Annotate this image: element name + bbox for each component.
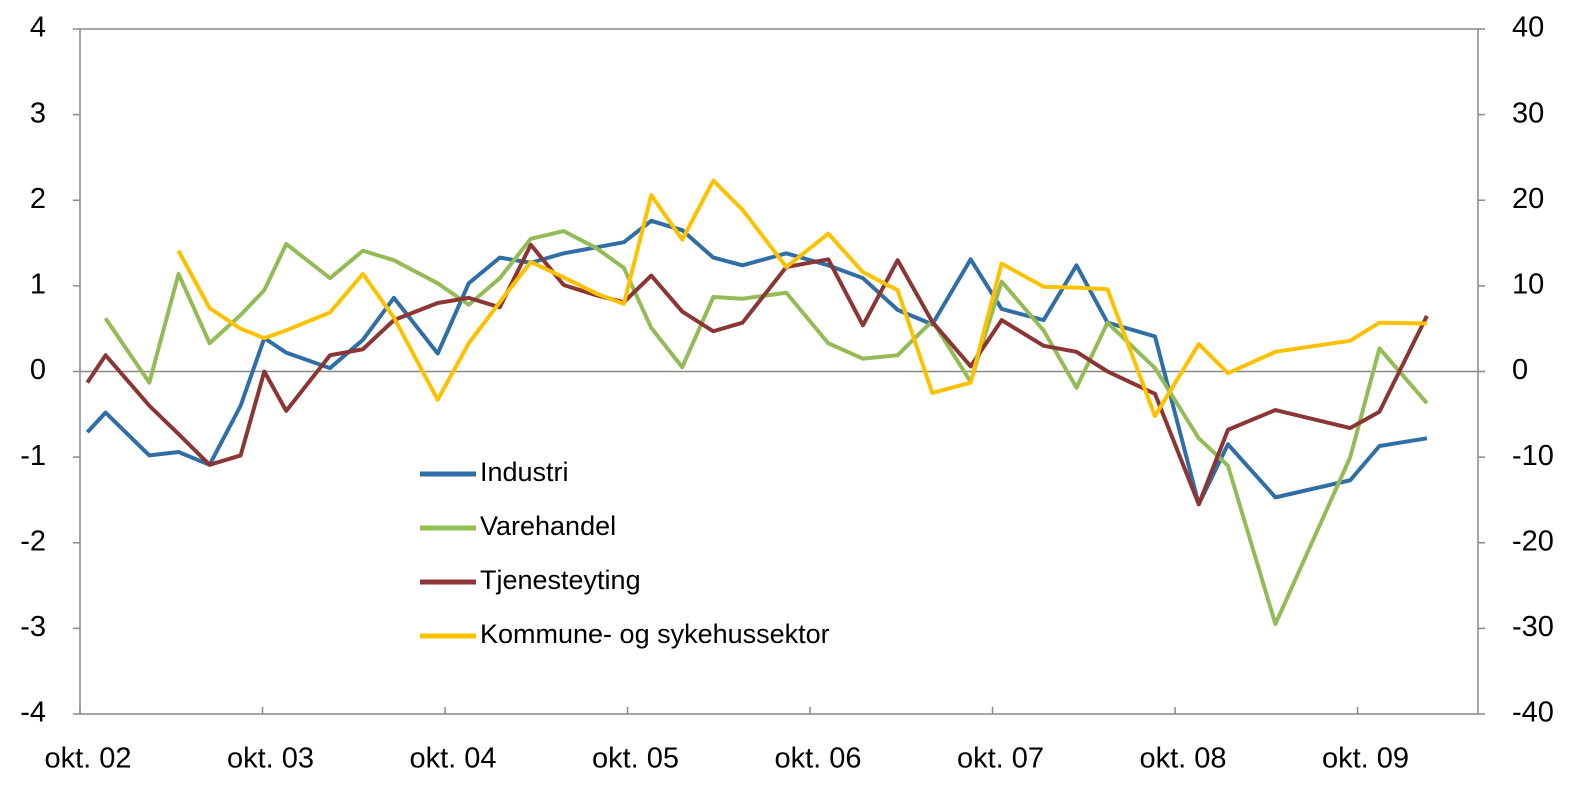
y2-tick-label: 10 (1512, 269, 1544, 301)
y2-tick-label: 20 (1512, 183, 1544, 215)
x-tick-label: okt. 06 (774, 743, 861, 775)
y2-tick-label: 40 (1512, 12, 1544, 44)
y2-tick-label: -30 (1512, 611, 1554, 643)
series-line (176, 178, 1427, 419)
y-tick-label: 1 (30, 269, 46, 301)
x-tick-label: okt. 09 (1322, 743, 1409, 775)
x-tick-label: okt. 03 (227, 743, 314, 775)
y-tick-label: -3 (20, 611, 46, 643)
y2-tick-label: -10 (1512, 440, 1554, 472)
y2-tick-label: 30 (1512, 97, 1544, 129)
y-tick-label: 3 (30, 97, 46, 129)
y-tick-label: -1 (20, 440, 46, 472)
y-tick-label: 0 (30, 354, 46, 386)
y-tick-label: -4 (20, 697, 46, 729)
x-tick-label: okt. 05 (592, 743, 679, 775)
y2-tick-label: -20 (1512, 525, 1554, 557)
series-line (85, 242, 1429, 507)
legend-label: Varehandel (480, 511, 616, 541)
x-tick-label: okt. 08 (1140, 743, 1227, 775)
legend-label: Tjenesteyting (480, 565, 641, 595)
y2-tick-label: 0 (1512, 354, 1528, 386)
y2-tick-label: -40 (1512, 697, 1554, 729)
x-tick-label: okt. 02 (44, 743, 131, 775)
series-line (103, 229, 1429, 627)
x-tick-label: okt. 04 (409, 743, 496, 775)
y-tick-label: -2 (20, 525, 46, 557)
series-line (85, 218, 1428, 507)
legend-label: Kommune- og sykehussektor (480, 619, 830, 649)
y-tick-label: 2 (30, 183, 46, 215)
x-tick-label: okt. 07 (957, 743, 1044, 775)
legend-label: Industri (480, 457, 569, 487)
y-tick-label: 4 (30, 12, 46, 44)
